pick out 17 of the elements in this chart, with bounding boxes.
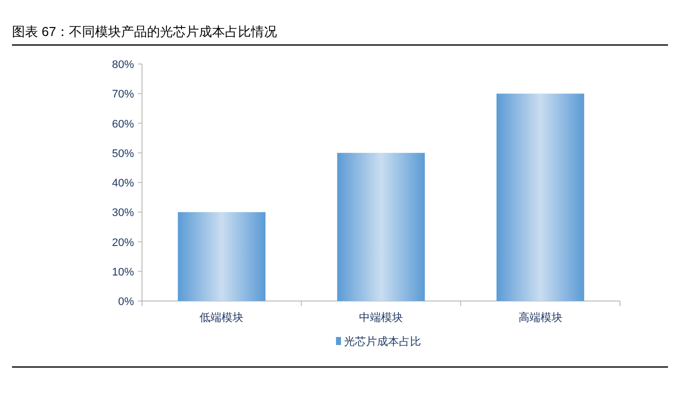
chart-title: 图表 67：不同模块产品的光芯片成本占比情况 <box>12 24 278 39</box>
y-tick-label: 80% <box>112 59 134 71</box>
legend-label: 光芯片成本占比 <box>344 335 421 348</box>
bar <box>496 94 584 301</box>
y-tick-label: 40% <box>112 178 134 190</box>
bar <box>178 212 266 301</box>
y-tick-label: 70% <box>112 88 134 101</box>
x-tick-label: 低端模块 <box>200 311 244 324</box>
x-tick-label: 高端模块 <box>518 311 562 324</box>
x-tick-label: 中端模块 <box>359 311 403 324</box>
y-tick-label: 20% <box>112 236 134 249</box>
y-tick-label: 50% <box>112 148 134 160</box>
y-tick-label: 60% <box>112 118 134 130</box>
y-tick-label: 0% <box>118 296 134 308</box>
bar <box>337 152 425 301</box>
y-tick-label: 30% <box>112 207 134 220</box>
y-tick-label: 10% <box>112 266 134 278</box>
